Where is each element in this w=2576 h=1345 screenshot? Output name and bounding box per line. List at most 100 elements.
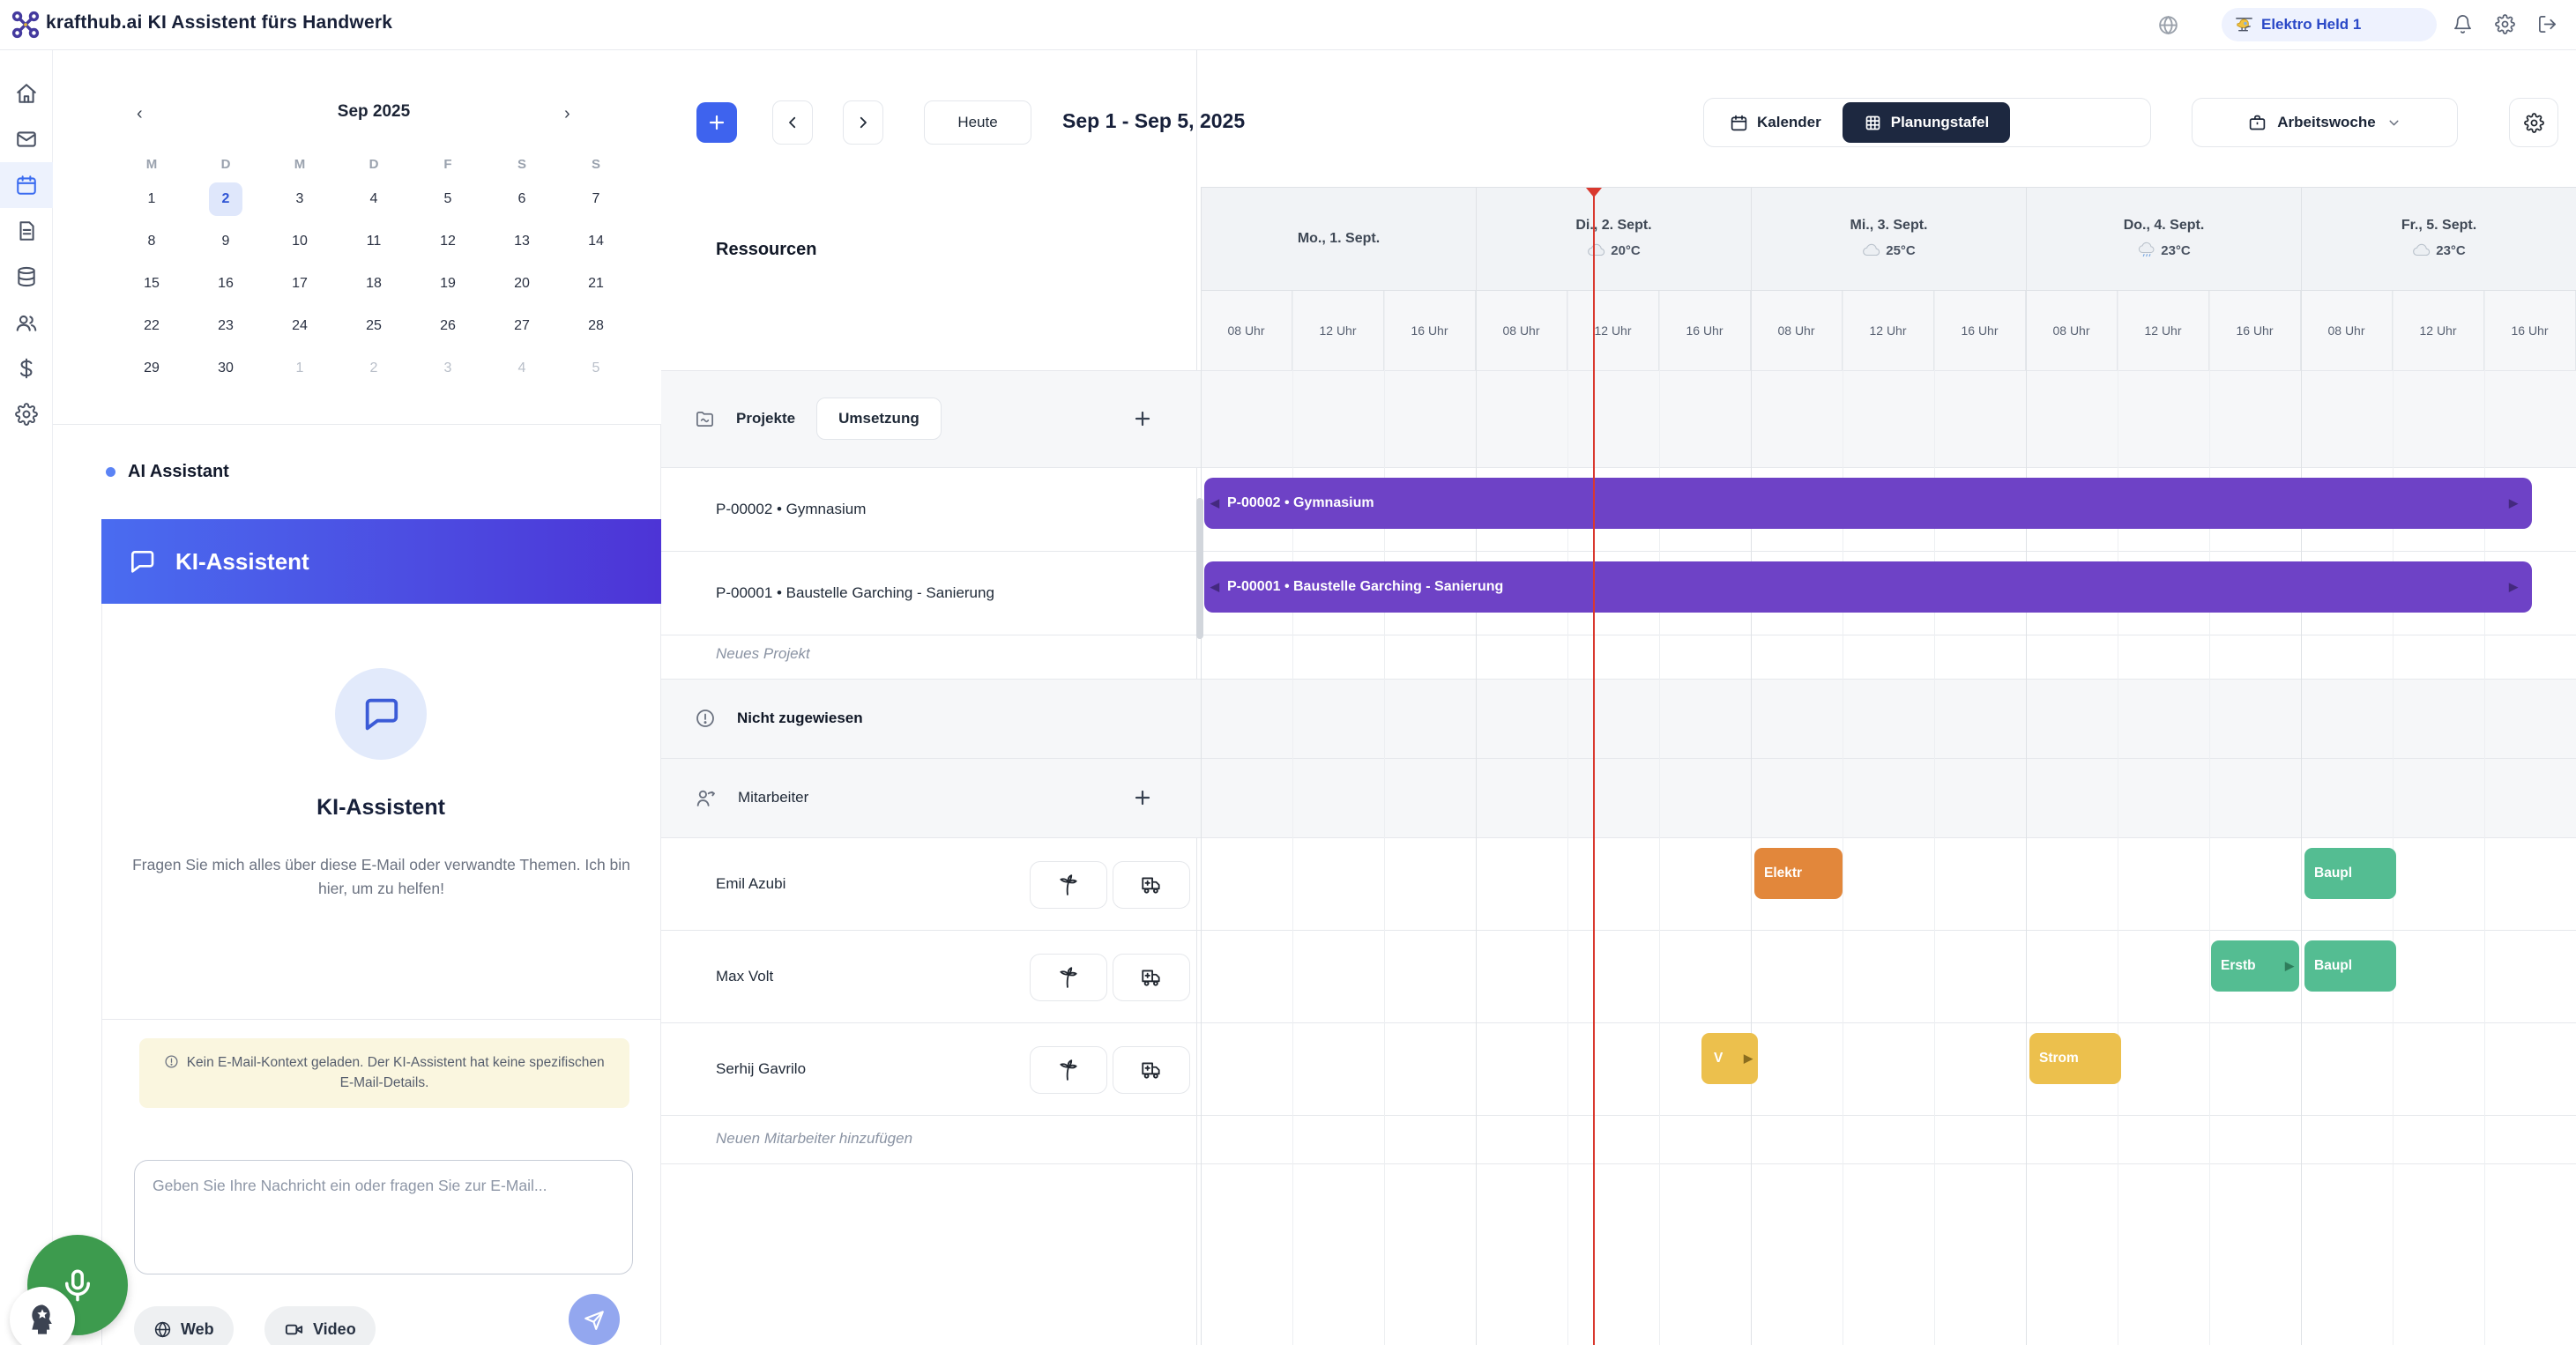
day-header: Fr., 5. Sept. 23°C bbox=[2301, 187, 2576, 291]
tab-kalender[interactable]: Kalender bbox=[1709, 102, 1843, 143]
sidebar-item-finance[interactable] bbox=[0, 346, 53, 391]
video-button[interactable]: Video bbox=[264, 1306, 376, 1345]
calendar-day[interactable]: 25 bbox=[337, 305, 411, 347]
calendar-day[interactable]: 30 bbox=[189, 347, 263, 390]
employee-row[interactable]: Serhij Gavrilo bbox=[716, 1059, 807, 1077]
calendar-day[interactable]: 19 bbox=[411, 263, 485, 305]
project-event-bar[interactable]: P-00002 • Gymnasium ◀ ▶ bbox=[1204, 478, 2532, 529]
web-search-button[interactable]: Web bbox=[134, 1306, 234, 1345]
sidebar-item-calendar[interactable] bbox=[0, 162, 53, 208]
calendar-day[interactable]: 28 bbox=[559, 305, 633, 347]
calendar-day[interactable]: 26 bbox=[411, 305, 485, 347]
sidebar-item-documents[interactable] bbox=[0, 208, 53, 254]
file-icon bbox=[15, 219, 38, 242]
calendar-day[interactable]: 3 bbox=[411, 347, 485, 390]
notifications-bell-icon[interactable] bbox=[2453, 14, 2473, 34]
send-message-button[interactable] bbox=[569, 1294, 620, 1345]
calendar-day[interactable]: 4 bbox=[485, 347, 559, 390]
calendar-day[interactable]: 5 bbox=[559, 347, 633, 390]
project-event-bar[interactable]: P-00001 • Baustelle Garching - Sanierung… bbox=[1204, 561, 2532, 613]
resources-title: Ressourcen bbox=[716, 240, 817, 259]
sidebar-item-customers[interactable] bbox=[0, 300, 53, 346]
vacation-button[interactable] bbox=[1030, 954, 1107, 1001]
calendar-day[interactable]: 9 bbox=[189, 220, 263, 263]
calendar-day[interactable]: 3 bbox=[263, 178, 337, 220]
task-event-bar[interactable]: Baupl bbox=[2304, 940, 2396, 992]
settings-gear-icon[interactable] bbox=[2495, 14, 2515, 34]
calendar-prev-icon[interactable]: ‹ bbox=[137, 104, 143, 123]
calendar-day[interactable]: 2 bbox=[189, 178, 263, 220]
calendar-day[interactable]: 5 bbox=[411, 178, 485, 220]
calendar-day[interactable]: 29 bbox=[115, 347, 189, 390]
calendar-day[interactable]: 7 bbox=[559, 178, 633, 220]
phase-filter-chip[interactable]: Umsetzung bbox=[816, 398, 942, 440]
language-globe-icon[interactable] bbox=[2157, 14, 2179, 36]
sidebar-item-ki-assistent[interactable]: KI-Assistent bbox=[101, 519, 661, 604]
task-event-bar[interactable]: Erstb ▶ bbox=[2211, 940, 2299, 992]
vacation-button[interactable] bbox=[1030, 861, 1107, 909]
status-dot-icon bbox=[106, 466, 115, 477]
calendar-day[interactable]: 8 bbox=[115, 220, 189, 263]
chat-message-input[interactable] bbox=[134, 1160, 633, 1274]
calendar-day[interactable]: 2 bbox=[337, 347, 411, 390]
calendar-day[interactable]: 10 bbox=[263, 220, 337, 263]
day-grid-line bbox=[1476, 187, 1477, 1345]
calendar-day[interactable]: 23 bbox=[189, 305, 263, 347]
calendar-day-number: 29 bbox=[144, 360, 160, 375]
calendar-day[interactable]: 18 bbox=[337, 263, 411, 305]
calendar-day[interactable]: 6 bbox=[485, 178, 559, 220]
calendar-day[interactable]: 4 bbox=[337, 178, 411, 220]
calendar-day[interactable]: 16 bbox=[189, 263, 263, 305]
project-row[interactable]: P-00002 • Gymnasium bbox=[716, 500, 867, 517]
add-project-button[interactable] bbox=[1132, 408, 1153, 429]
create-event-button[interactable] bbox=[696, 102, 737, 143]
calendar-day[interactable]: 12 bbox=[411, 220, 485, 263]
calendar-day[interactable]: 13 bbox=[485, 220, 559, 263]
sidebar-item-settings[interactable] bbox=[0, 391, 53, 437]
tab-planungstafel[interactable]: Planungstafel bbox=[1842, 102, 2011, 143]
calendar-day[interactable]: 27 bbox=[485, 305, 559, 347]
calendar-next-icon[interactable]: › bbox=[564, 104, 570, 123]
calendar-day-number: 4 bbox=[369, 191, 378, 206]
vacation-button[interactable] bbox=[1030, 1046, 1107, 1094]
project-row[interactable]: P-00001 • Baustelle Garching - Sanierung bbox=[716, 583, 994, 601]
today-button[interactable]: Heute bbox=[924, 100, 1031, 145]
new-employee-button[interactable]: Neuen Mitarbeiter hinzufügen bbox=[716, 1130, 913, 1147]
sick-leave-button[interactable] bbox=[1113, 1046, 1190, 1094]
calendar-day[interactable]: 24 bbox=[263, 305, 337, 347]
employee-row[interactable]: Emil Azubi bbox=[716, 874, 786, 892]
ki-assistent-nav-label: KI-Assistent bbox=[175, 547, 309, 575]
sidebar-item-mail[interactable] bbox=[0, 116, 53, 162]
next-week-button[interactable] bbox=[843, 100, 883, 145]
employee-row[interactable]: Max Volt bbox=[716, 967, 774, 985]
ai-head-button[interactable] bbox=[10, 1287, 75, 1345]
view-range-dropdown[interactable]: Arbeitswoche bbox=[2192, 98, 2458, 147]
board-settings-button[interactable] bbox=[2509, 98, 2558, 147]
add-employee-button[interactable] bbox=[1132, 787, 1153, 808]
sidebar-item-home[interactable] bbox=[0, 71, 53, 116]
calendar-day[interactable]: 22 bbox=[115, 305, 189, 347]
calendar-day[interactable]: 15 bbox=[115, 263, 189, 305]
sick-leave-button[interactable] bbox=[1113, 861, 1190, 909]
sick-leave-button[interactable] bbox=[1113, 954, 1190, 1001]
sidebar-item-data[interactable] bbox=[0, 254, 53, 300]
unassigned-row[interactable]: Nicht zugewiesen bbox=[695, 696, 1188, 740]
users-icon bbox=[695, 787, 717, 809]
calendar-day[interactable]: 14 bbox=[559, 220, 633, 263]
calendar-day[interactable]: 1 bbox=[263, 347, 337, 390]
task-event-bar[interactable]: Baupl bbox=[2304, 848, 2396, 899]
calendar-day[interactable]: 11 bbox=[337, 220, 411, 263]
calendar-day[interactable]: 21 bbox=[559, 263, 633, 305]
row-separator bbox=[661, 679, 2576, 680]
calendar-day[interactable]: 20 bbox=[485, 263, 559, 305]
prev-week-button[interactable] bbox=[772, 100, 813, 145]
vertical-scrollbar[interactable] bbox=[1196, 498, 1203, 639]
task-event-bar[interactable]: Elektr bbox=[1754, 848, 1843, 899]
calendar-day[interactable]: 1 bbox=[115, 178, 189, 220]
account-badge[interactable]: Elektro Held 1 bbox=[2222, 8, 2437, 41]
calendar-day[interactable]: 17 bbox=[263, 263, 337, 305]
logout-icon[interactable] bbox=[2537, 14, 2557, 34]
task-event-bar[interactable]: Strom bbox=[2029, 1033, 2121, 1084]
task-event-bar[interactable]: V ▶ bbox=[1701, 1033, 1758, 1084]
new-project-button[interactable]: Neues Projekt bbox=[716, 645, 810, 662]
